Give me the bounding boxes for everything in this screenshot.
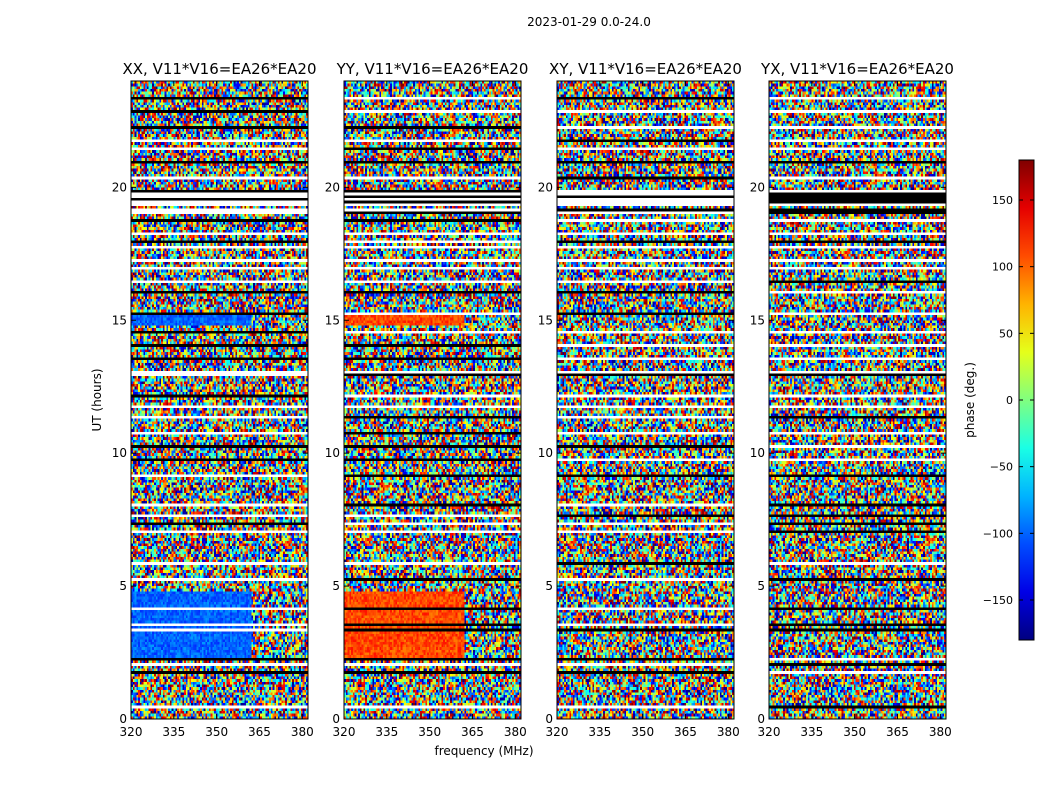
x-tick-label: 350 [631,725,654,739]
x-tick-label: 365 [248,725,271,739]
panel-title: YY, V11*V16=EA26*EA20 [336,60,529,78]
colorbar-tick-label: 100 [992,261,1013,274]
x-tick-label: 320 [333,725,356,739]
x-tick-label: 380 [717,725,740,739]
y-tick-label: 10 [112,446,127,460]
x-axis-label: frequency (MHz) [434,744,533,758]
phase-heatmap [131,81,308,719]
colorbar-tick-label: −100 [983,527,1013,540]
colorbar-tick-label: −150 [983,594,1013,607]
figure-title: 2023-01-29 0.0-24.0 [527,15,651,29]
x-tick-label: 365 [674,725,697,739]
x-tick-label: 365 [886,725,909,739]
phase-heatmap [557,81,734,719]
panel-3: XY, V11*V16=EA26*EA20 320 335 350 365 380 0 5 10… [538,60,742,739]
y-tick-label: 10 [325,446,340,460]
panel-title: YX, V11*V16=EA26*EA20 [760,60,954,78]
y-tick-label: 15 [538,313,553,327]
panel-title: XX, V11*V16=EA26*EA20 [122,60,316,78]
colorbar-tick-label: −50 [990,461,1013,474]
y-tick-label: 15 [750,313,765,327]
y-tick-label: 10 [538,446,553,460]
x-tick-label: 320 [758,725,781,739]
x-tick-label: 380 [291,725,314,739]
y-tick-label: 0 [545,712,553,726]
y-tick-label: 5 [545,579,553,593]
colorbar: 150 100 50 0 −50 −100 −150 phase (deg.) [963,159,1035,641]
y-tick-label: 15 [112,313,127,327]
colorbar-tick-label: 150 [992,194,1013,207]
colorbar-tick-label: 0 [1006,394,1013,407]
y-tick-label: 20 [538,180,553,194]
x-tick-label: 365 [461,725,484,739]
y-tick-label: 5 [119,579,127,593]
x-tick-label: 335 [588,725,611,739]
y-axis-label: UT (hours) [90,368,104,431]
phase-heatmap [769,81,946,719]
y-tick-label: 5 [332,579,340,593]
phase-heatmap [344,81,521,719]
y-tick-label: 10 [750,446,765,460]
panel-frame [768,80,947,720]
panel-title: XY, V11*V16=EA26*EA20 [549,60,742,78]
y-tick-label: 0 [119,712,127,726]
y-tick-label: 0 [332,712,340,726]
panel-frame [130,80,309,720]
y-tick-label: 20 [325,180,340,194]
y-tick-label: 5 [757,579,765,593]
y-tick-label: 0 [757,712,765,726]
y-tick-label: 15 [325,313,340,327]
x-tick-label: 320 [120,725,143,739]
x-tick-label: 350 [843,725,866,739]
colorbar-tick-label: 50 [999,327,1013,340]
x-tick-label: 350 [205,725,228,739]
panel-frame [556,80,735,720]
x-tick-label: 335 [800,725,823,739]
x-tick-label: 380 [504,725,527,739]
y-tick-label: 20 [750,180,765,194]
panel-1: XX, V11*V16=EA26*EA20 320 335 350 365 380 0 5 10… [112,60,317,739]
panel-2: YY, V11*V16=EA26*EA20 320 335 350 365 380 0 5 10… [325,60,529,739]
x-tick-label: 320 [546,725,569,739]
panel-4: YX, V11*V16=EA26*EA20 320 335 350 365 380 0 5 10… [750,60,954,739]
x-tick-label: 335 [162,725,185,739]
x-tick-label: 335 [375,725,398,739]
colorbar-label: phase (deg.) [963,362,977,438]
y-tick-label: 20 [112,180,127,194]
x-tick-label: 350 [418,725,441,739]
panel-frame [343,80,522,720]
x-tick-label: 380 [929,725,952,739]
